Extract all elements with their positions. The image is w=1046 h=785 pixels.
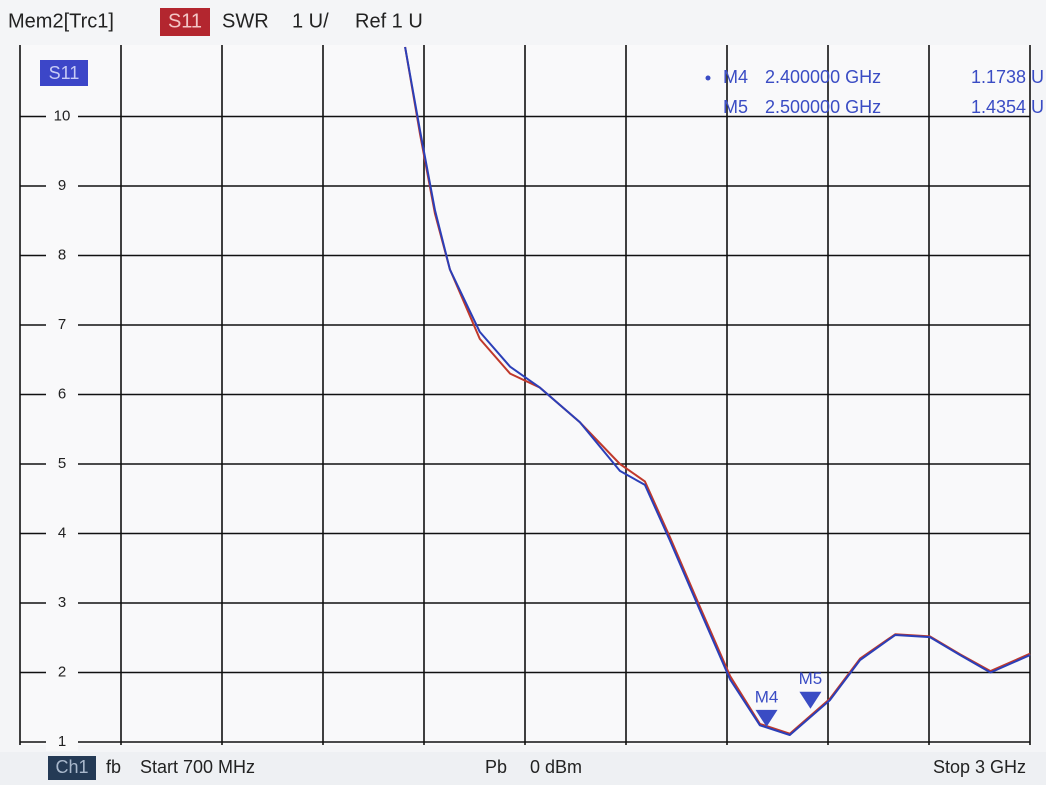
readout-value: 1.1738 U: [971, 67, 1044, 87]
param: S11: [168, 10, 202, 32]
y-tick-label: 3: [58, 594, 66, 611]
readout-name: M5: [723, 97, 748, 117]
trace-name: Mem2[Trc1]: [8, 10, 114, 32]
power: 0 dBm: [530, 757, 582, 777]
readout-freq: 2.400000 GHz: [765, 67, 881, 87]
stop-freq: Stop 3 GHz: [933, 757, 1026, 777]
power-label: Pb: [485, 757, 507, 777]
readout-freq: 2.500000 GHz: [765, 97, 881, 117]
y-tick-label: 8: [58, 246, 66, 263]
y-tick-label: 2: [58, 663, 66, 680]
readout-value: 1.4354 U: [971, 97, 1044, 117]
format: SWR: [222, 10, 269, 32]
y-tick-label: 4: [58, 524, 66, 541]
y-tick-label: 7: [58, 316, 66, 333]
y-tick-label: 5: [58, 455, 66, 472]
start-freq: Start 700 MHz: [140, 757, 255, 777]
y-tick-label: 1: [58, 733, 66, 750]
active-marker-dot: [706, 76, 711, 81]
y-tick-label: 10: [54, 107, 71, 124]
vna-screen: Mem2[Trc1] S11 SWR 1 U/ Ref 1 U S11 1 2 3 4…: [0, 0, 1046, 785]
marker-label: M5: [799, 669, 823, 688]
trace-badge: S11: [49, 63, 80, 83]
y-tick-label: 9: [58, 177, 66, 194]
readout-name: M4: [723, 67, 748, 87]
marker-label: M4: [755, 687, 779, 706]
channel: Ch1: [55, 757, 88, 777]
scale: 1 U/: [292, 10, 329, 32]
sweep-mode: fb: [106, 757, 121, 777]
reference: Ref 1 U: [355, 10, 423, 32]
y-tick-label: 6: [58, 385, 66, 402]
